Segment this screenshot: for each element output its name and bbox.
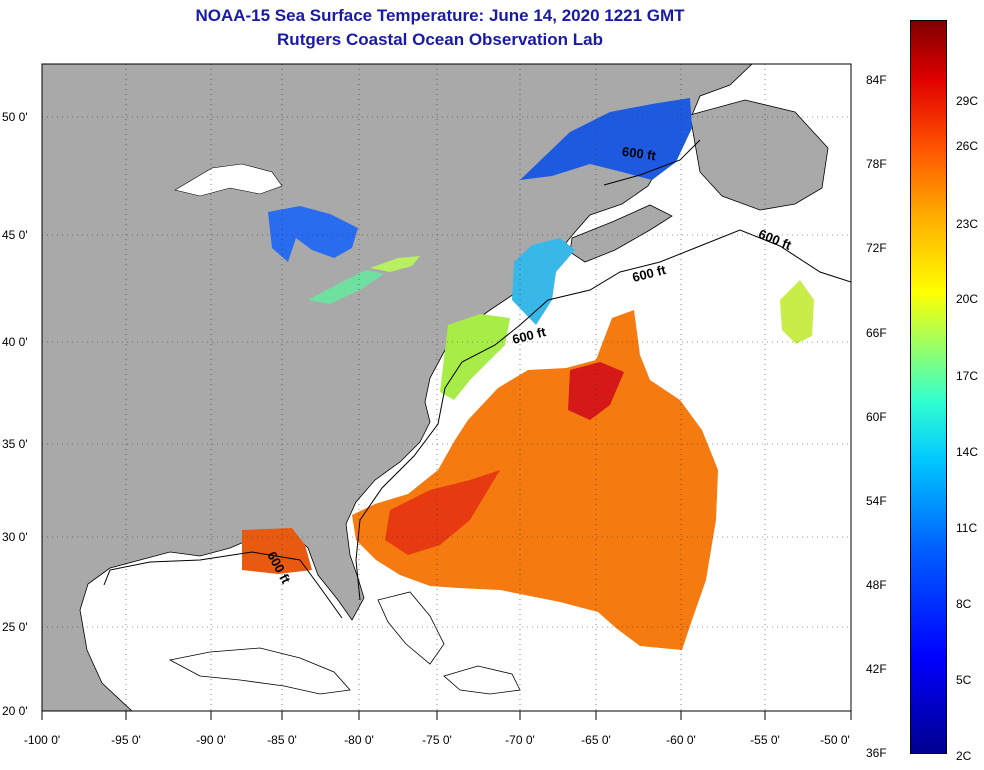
map-subtitle: Rutgers Coastal Ocean Observation Lab — [277, 30, 603, 49]
lat-label-30: 30 0' — [2, 530, 28, 544]
lake-superior — [174, 163, 283, 197]
lon-label-75: -75 0' — [422, 733, 452, 747]
lon-label-70: -70 0' — [505, 733, 535, 747]
colorbar-c-label: 23C — [956, 217, 979, 231]
lon-label-95: -95 0' — [111, 733, 141, 747]
lon-label-55: -55 0' — [750, 733, 780, 747]
sst-st-lawrence — [520, 98, 692, 180]
colorbar-c-label: 29C — [956, 94, 979, 108]
lon-label-65: -65 0' — [581, 733, 611, 747]
lat-label-50: 50 0' — [2, 110, 28, 124]
lake-erie — [308, 270, 384, 304]
land-north-america — [42, 64, 753, 711]
colorbar-c-label: 26C — [956, 139, 979, 153]
lat-label-45: 45 0' — [2, 228, 28, 242]
lon-label-90: -90 0' — [196, 733, 226, 747]
sst-offshore-east — [780, 280, 814, 344]
colorbar-c-label: 20C — [956, 292, 979, 306]
land-cuba — [168, 647, 351, 695]
temperature-colorbar — [910, 20, 947, 754]
colorbar-f-label: 54F — [866, 494, 887, 508]
sst-gulf-stream — [352, 310, 718, 650]
colorbar-c-label: 2C — [956, 749, 972, 763]
colorbar-c-label: 5C — [956, 673, 972, 687]
sst-mid-atlantic — [440, 314, 510, 400]
lat-label-20: 20 0' — [2, 704, 28, 718]
colorbar-c-label: 8C — [956, 597, 972, 611]
lon-label-50: -50 0' — [820, 733, 850, 747]
sst-gulf-maine — [512, 238, 575, 325]
colorbar-f-label: 72F — [866, 241, 887, 255]
colorbar-f-label: 36F — [866, 746, 887, 760]
land-nova-scotia — [569, 204, 673, 263]
lon-label-60: -60 0' — [666, 733, 696, 747]
lon-label-80: -80 0' — [344, 733, 374, 747]
lake-michigan-huron — [268, 206, 358, 262]
colorbar-f-label: 60F — [866, 410, 887, 424]
colorbar-f-label: 84F — [866, 73, 887, 87]
lake-ontario — [370, 256, 420, 272]
lat-label-35: 35 0' — [2, 437, 28, 451]
colorbar-f-label: 42F — [866, 662, 887, 676]
map-title: NOAA-15 Sea Surface Temperature: June 14… — [195, 6, 685, 25]
sst-hot-core — [568, 362, 624, 420]
colorbar-f-label: 66F — [866, 326, 887, 340]
lon-label-100: -100 0' — [23, 733, 61, 747]
land-newfoundland — [689, 99, 829, 211]
sst-gulf-mexico — [242, 528, 312, 574]
contour-600ft — [103, 139, 851, 619]
colorbar-f-label: 78F — [866, 157, 887, 171]
colorbar-c-label: 17C — [956, 369, 979, 383]
land-hispaniola — [443, 665, 521, 695]
lat-label-25: 25 0' — [2, 620, 28, 634]
colorbar-f-label: 48F — [866, 578, 887, 592]
colorbar-c-label: 14C — [956, 445, 979, 459]
lon-label-85: -85 0' — [267, 733, 297, 747]
lat-label-40: 40 0' — [2, 335, 28, 349]
sst-warm-core — [385, 470, 500, 555]
colorbar-c-label: 11C — [956, 521, 978, 535]
